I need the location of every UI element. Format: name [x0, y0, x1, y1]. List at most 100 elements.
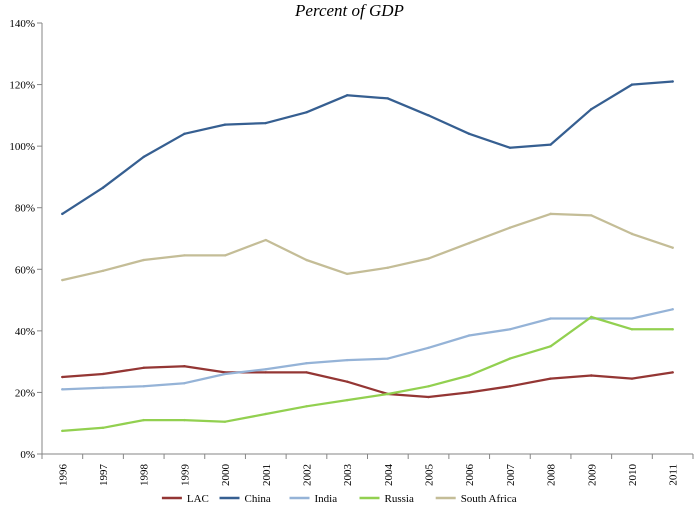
- x-tick-label: 2003: [342, 464, 354, 487]
- data-point-south-africa: [345, 272, 349, 276]
- data-point-lac: [142, 366, 145, 369]
- data-point-china: [61, 212, 64, 216]
- x-tick-label: 2005: [424, 464, 436, 487]
- series-line-south-africa: [61, 212, 674, 282]
- y-tick-label: 100%: [9, 141, 35, 153]
- data-point-lac: [345, 380, 349, 383]
- data-point-russia: [590, 315, 593, 319]
- data-point-south-africa: [61, 278, 64, 282]
- x-tick-label: 1998: [139, 464, 151, 487]
- x-tick-label: 2008: [546, 464, 558, 487]
- data-point-china: [345, 94, 349, 97]
- x-tick-label: 2000: [220, 464, 232, 487]
- data-point-india: [305, 361, 308, 365]
- y-tick-label: 0%: [20, 449, 35, 461]
- series-line-russia: [61, 315, 674, 433]
- data-point-south-africa: [590, 214, 593, 217]
- data-point-india: [345, 358, 349, 362]
- legend-label-lac: LAC: [187, 493, 209, 505]
- data-point-china: [590, 108, 593, 111]
- data-point-lac: [183, 365, 186, 368]
- data-point-china: [508, 146, 512, 149]
- data-point-russia: [386, 392, 390, 396]
- data-point-lac: [671, 371, 674, 374]
- y-tick-label: 140%: [9, 18, 35, 30]
- y-tick-label: 40%: [15, 326, 35, 338]
- data-point-lac: [101, 372, 105, 376]
- x-tick-label: 2004: [383, 464, 395, 487]
- x-tick-label: 2006: [464, 464, 476, 487]
- data-point-india: [671, 308, 674, 311]
- data-point-india: [264, 368, 267, 371]
- legend-label-india: India: [315, 493, 338, 505]
- data-point-china: [549, 143, 552, 146]
- data-point-india: [61, 388, 64, 391]
- data-point-china: [223, 123, 227, 126]
- legend-label-russia: Russia: [385, 493, 414, 505]
- data-point-lac: [590, 374, 593, 377]
- data-point-india: [183, 381, 186, 385]
- data-point-south-africa: [549, 212, 552, 216]
- data-point-lac: [549, 377, 552, 380]
- data-point-south-africa: [142, 258, 145, 262]
- data-point-china: [671, 80, 674, 83]
- data-point-russia: [345, 398, 349, 402]
- series-line-lac: [61, 365, 674, 399]
- data-point-china: [305, 111, 308, 114]
- data-point-russia: [305, 405, 308, 408]
- data-point-russia: [264, 412, 267, 416]
- data-point-south-africa: [101, 269, 105, 273]
- data-point-south-africa: [508, 226, 512, 229]
- x-tick-label: 1996: [57, 464, 69, 487]
- y-tick-label: 80%: [15, 203, 35, 215]
- data-point-lac: [61, 375, 64, 379]
- data-point-russia: [671, 328, 674, 331]
- x-tick-label: 2001: [261, 464, 273, 486]
- y-tick-label: 120%: [9, 80, 35, 92]
- data-point-russia: [101, 426, 105, 430]
- data-point-china: [183, 132, 186, 136]
- y-tick-label: 20%: [15, 387, 35, 399]
- data-point-china: [264, 121, 267, 125]
- data-point-china: [101, 186, 105, 189]
- x-tick-label: 2007: [505, 464, 517, 487]
- x-tick-label: 2011: [668, 464, 680, 486]
- data-point-india: [223, 372, 227, 376]
- x-tick-label: 2010: [627, 464, 639, 487]
- data-point-russia: [508, 357, 512, 360]
- data-point-india: [468, 334, 471, 337]
- data-point-india: [427, 346, 430, 349]
- data-point-china: [630, 83, 634, 86]
- data-point-south-africa: [386, 266, 390, 269]
- legend-label-south-africa: South Africa: [461, 493, 517, 505]
- data-point-russia: [61, 429, 64, 433]
- data-point-south-africa: [183, 254, 186, 257]
- x-tick-label: 2002: [301, 464, 313, 486]
- data-point-south-africa: [264, 238, 267, 242]
- data-point-china: [427, 114, 430, 117]
- x-tick-label: 1999: [179, 464, 191, 487]
- data-point-russia: [630, 328, 634, 331]
- legend-label-china: China: [245, 493, 271, 505]
- data-point-china: [142, 155, 145, 159]
- series-line-china: [61, 80, 674, 216]
- series-line-india: [61, 308, 674, 391]
- data-point-china: [386, 97, 390, 100]
- data-point-south-africa: [427, 257, 430, 260]
- data-point-south-africa: [223, 254, 227, 257]
- data-point-india: [101, 386, 105, 390]
- data-point-russia: [183, 418, 186, 422]
- data-point-south-africa: [671, 246, 674, 249]
- data-point-india: [508, 328, 512, 331]
- data-point-lac: [305, 371, 308, 374]
- data-point-russia: [427, 385, 430, 388]
- data-point-india: [630, 317, 634, 320]
- data-point-russia: [468, 374, 471, 377]
- data-point-india: [549, 317, 552, 320]
- data-point-lac: [630, 377, 634, 380]
- data-point-lac: [427, 395, 430, 399]
- data-point-lac: [468, 391, 471, 394]
- data-point-south-africa: [305, 258, 308, 262]
